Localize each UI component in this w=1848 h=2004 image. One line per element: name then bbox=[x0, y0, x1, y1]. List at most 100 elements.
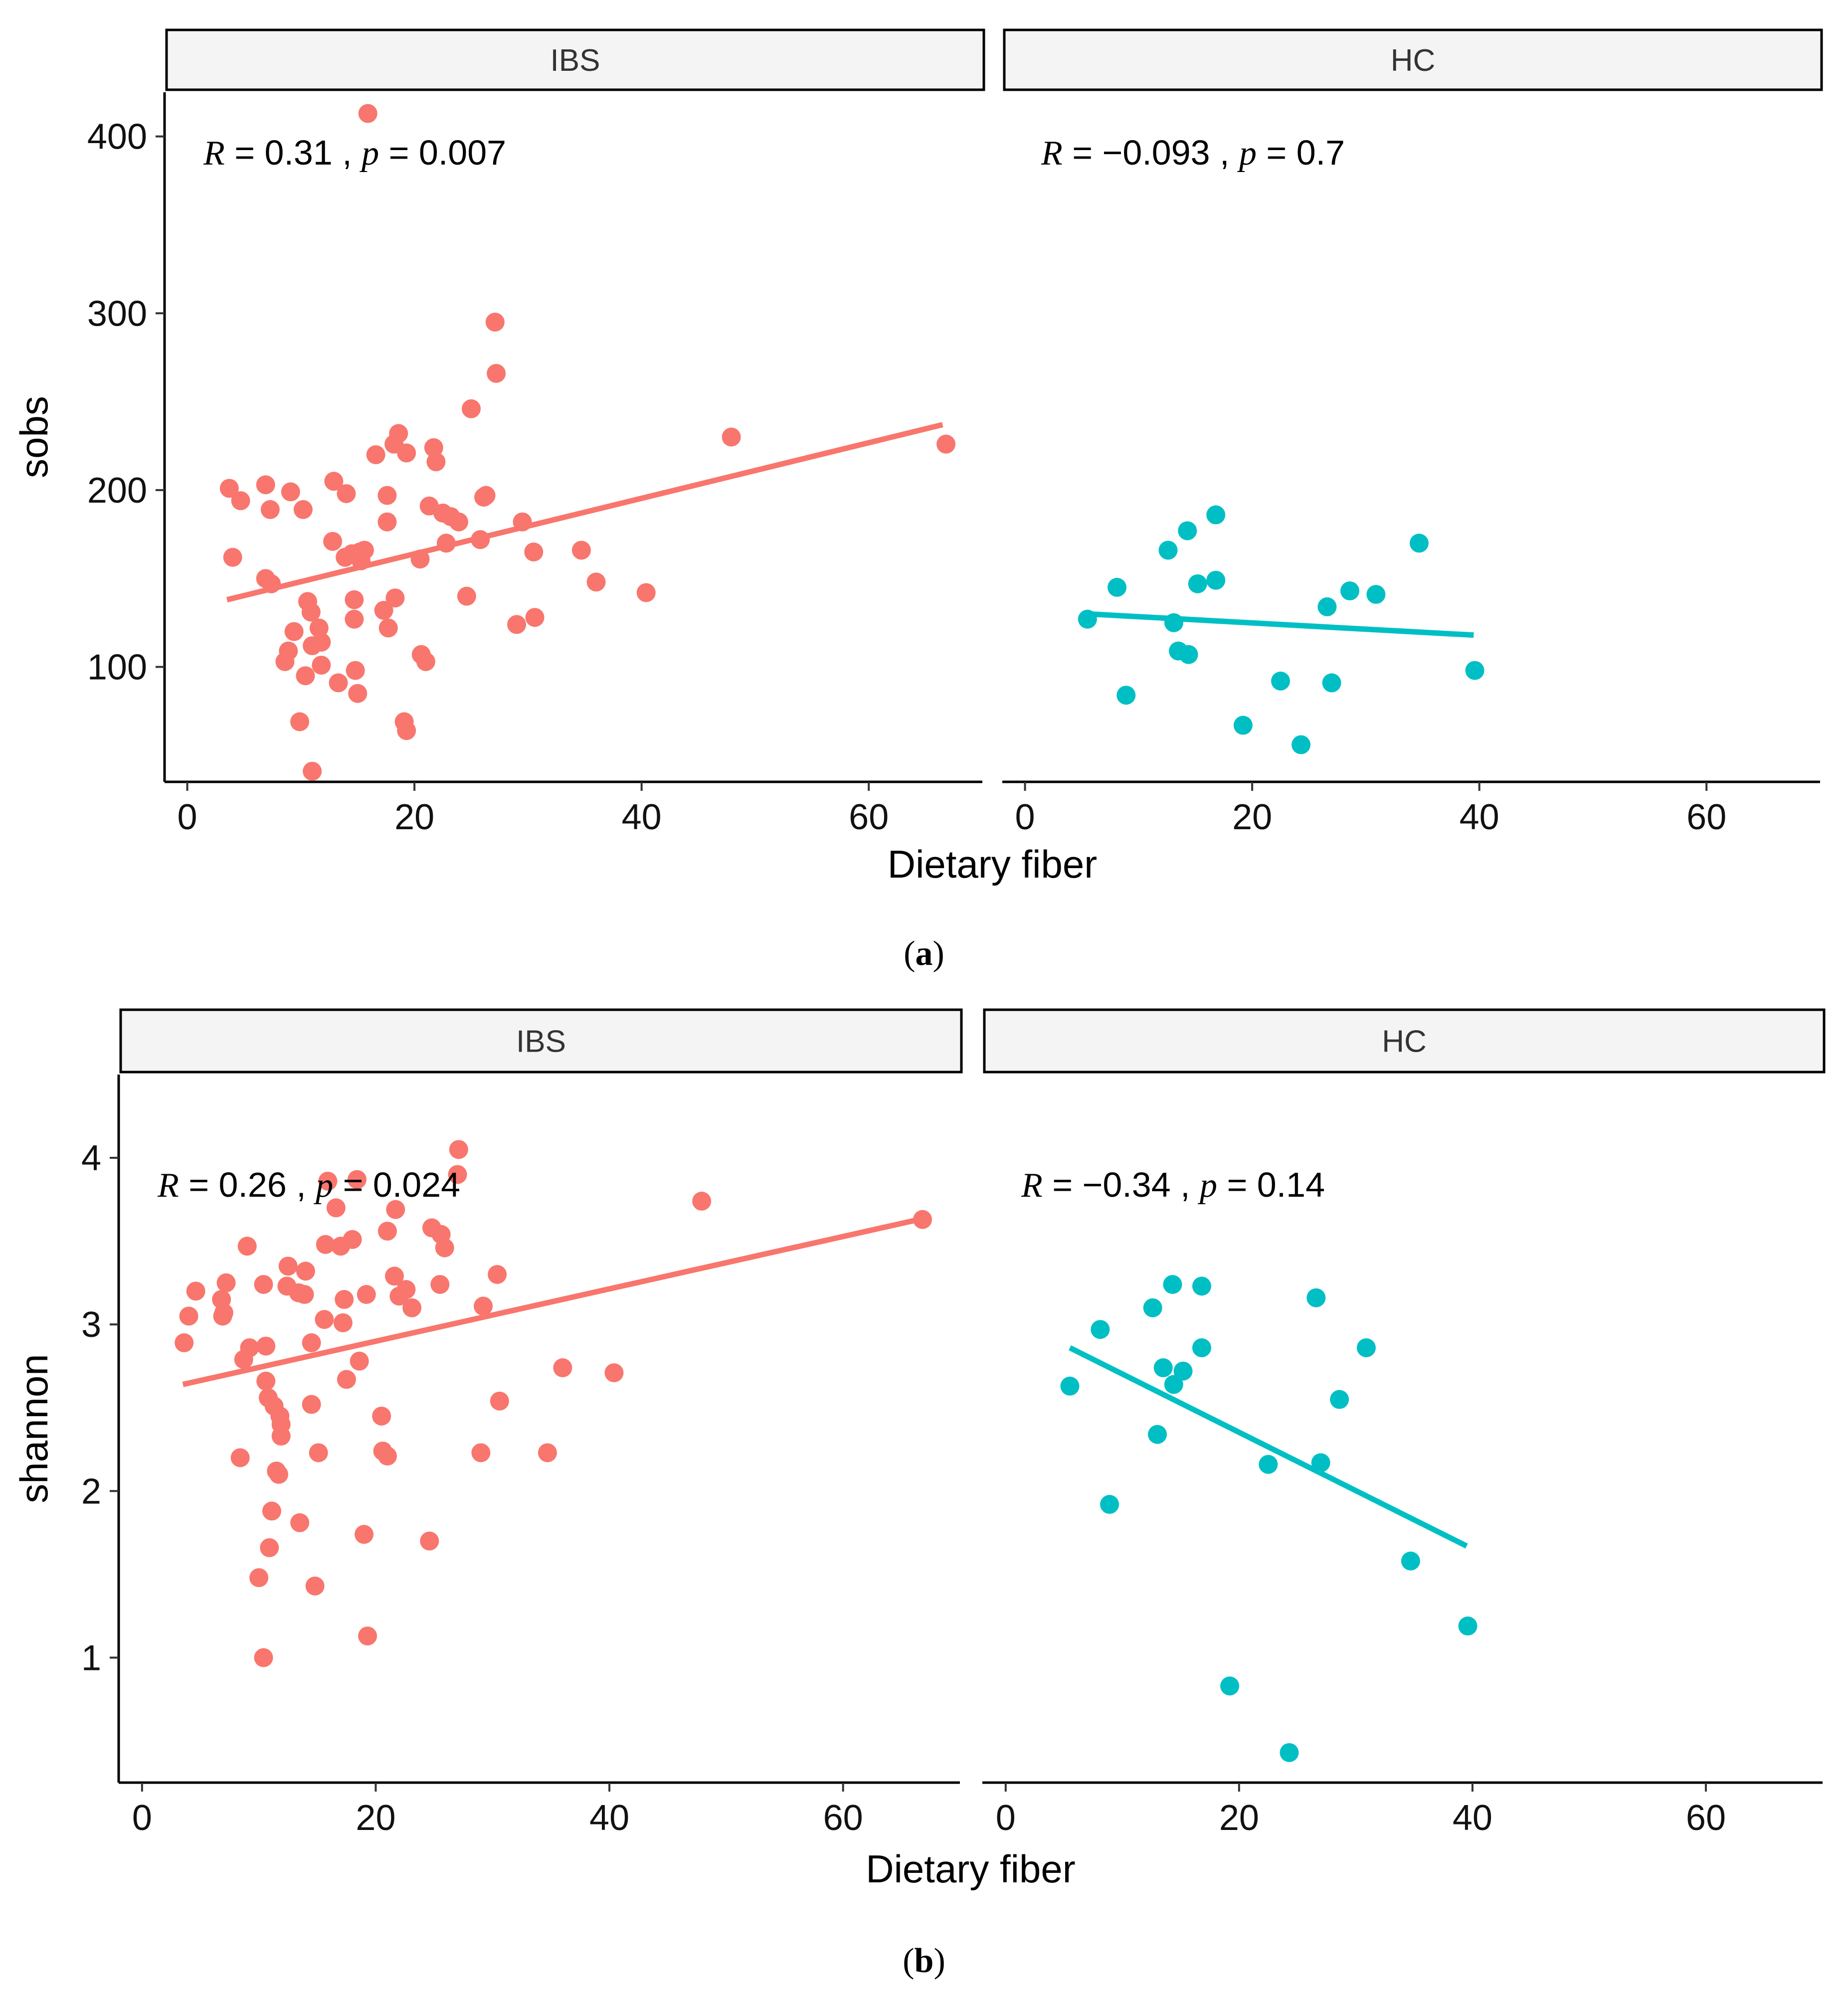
data-point bbox=[333, 1313, 353, 1332]
data-point bbox=[275, 652, 295, 671]
x-tick-label: 0 bbox=[1015, 797, 1035, 837]
data-point bbox=[175, 1333, 194, 1352]
data-point bbox=[374, 601, 393, 620]
facet-strip-label: IBS bbox=[551, 43, 600, 78]
data-point bbox=[262, 1501, 281, 1521]
data-point bbox=[303, 761, 322, 781]
data-point bbox=[296, 666, 315, 686]
data-point bbox=[347, 1170, 367, 1189]
data-point bbox=[315, 1310, 334, 1329]
caption-paren: ) bbox=[933, 1942, 945, 1980]
data-point bbox=[303, 636, 322, 655]
data-point bbox=[386, 1200, 405, 1219]
data-point bbox=[1192, 1338, 1211, 1357]
x-axis-title: Dietary fiber bbox=[866, 1847, 1075, 1891]
data-point bbox=[435, 1238, 454, 1258]
data-point bbox=[256, 1336, 276, 1356]
x-tick-label: 20 bbox=[1232, 797, 1272, 837]
data-point bbox=[223, 547, 242, 567]
data-point bbox=[1206, 570, 1226, 590]
facet-ibs: IBS 0 20 40 60 100 200 300 400 R = 0.31 , p = 0.0… bbox=[87, 28, 985, 837]
data-point bbox=[284, 622, 304, 641]
data-point bbox=[1192, 1276, 1211, 1296]
data-point bbox=[1311, 1453, 1330, 1472]
data-point bbox=[213, 1306, 232, 1326]
panel-caption: (b) bbox=[903, 1942, 945, 1980]
data-point bbox=[358, 1626, 377, 1645]
data-point bbox=[1409, 534, 1429, 553]
data-point bbox=[323, 532, 343, 551]
data-point bbox=[449, 512, 468, 532]
data-point bbox=[293, 500, 313, 519]
data-point bbox=[290, 1513, 310, 1532]
data-point bbox=[249, 1568, 269, 1588]
data-point bbox=[366, 445, 385, 464]
facet-hc: HC 0 20 40 60 R = −0.093 , p = 0.7 bbox=[1002, 28, 1823, 837]
stat-value: = 0.31 , bbox=[225, 133, 362, 172]
data-point bbox=[1163, 1275, 1182, 1294]
data-point bbox=[524, 543, 544, 561]
data-point bbox=[571, 541, 591, 560]
facet-strip-label: HC bbox=[1382, 1025, 1427, 1059]
data-point bbox=[358, 104, 377, 123]
panel-caption: (a) bbox=[904, 934, 944, 973]
data-point bbox=[1158, 541, 1178, 560]
data-point bbox=[1280, 1743, 1299, 1762]
x-tick-label: 60 bbox=[1686, 797, 1726, 837]
data-point bbox=[343, 1230, 362, 1249]
data-point bbox=[234, 1350, 253, 1369]
facet-strip-label: HC bbox=[1391, 43, 1436, 78]
data-point bbox=[296, 1262, 315, 1281]
data-point bbox=[312, 655, 331, 675]
stat-annotation: R = −0.34 , p = 0.14 bbox=[1021, 1165, 1325, 1205]
x-tick-label: 40 bbox=[1460, 797, 1499, 837]
data-point bbox=[278, 1257, 298, 1276]
facet-strip bbox=[983, 1008, 1826, 1074]
regression-line bbox=[1069, 1345, 1468, 1549]
facet-strip bbox=[1003, 28, 1823, 91]
data-point bbox=[1100, 1495, 1119, 1514]
data-point bbox=[281, 482, 300, 502]
data-point bbox=[449, 1140, 468, 1159]
x-tick-label: 0 bbox=[178, 797, 197, 837]
data-point bbox=[260, 1538, 279, 1557]
stat-value: = 0.007 bbox=[379, 133, 506, 172]
stat-annotation: R = 0.26 , p = 0.024 bbox=[157, 1165, 460, 1205]
data-point bbox=[1317, 597, 1337, 616]
y-tick-label: 200 bbox=[87, 471, 147, 511]
data-point bbox=[1164, 1375, 1183, 1394]
data-point bbox=[378, 618, 398, 638]
data-point bbox=[1173, 1361, 1193, 1381]
stat-symbol: R bbox=[1041, 134, 1063, 173]
y-tick-label: 2 bbox=[81, 1471, 101, 1511]
data-point bbox=[416, 652, 435, 671]
data-point bbox=[1220, 1676, 1240, 1696]
data-point bbox=[335, 1290, 354, 1309]
facet-strip bbox=[119, 1008, 963, 1074]
data-point bbox=[256, 1371, 276, 1391]
data-point bbox=[636, 583, 656, 602]
stat-symbol: R bbox=[203, 134, 225, 173]
x-tick-label: 40 bbox=[622, 797, 662, 837]
data-point bbox=[397, 721, 416, 740]
data-point bbox=[586, 572, 606, 592]
data-point bbox=[457, 586, 476, 606]
data-point bbox=[384, 1267, 404, 1286]
stat-value: = −0.34 , bbox=[1043, 1165, 1200, 1204]
facet-strip bbox=[165, 28, 985, 91]
caption-paren: ) bbox=[933, 934, 944, 973]
data-point bbox=[1116, 686, 1136, 705]
y-tick-label: 1 bbox=[81, 1638, 101, 1678]
data-point bbox=[302, 1333, 321, 1352]
data-point bbox=[377, 1447, 397, 1466]
stat-annotation: R = 0.31 , p = 0.007 bbox=[203, 133, 506, 173]
data-point bbox=[692, 1191, 712, 1211]
data-point bbox=[1340, 581, 1359, 601]
data-point bbox=[604, 1363, 624, 1383]
data-point bbox=[295, 1285, 314, 1304]
data-point bbox=[476, 486, 496, 505]
data-point bbox=[553, 1358, 572, 1378]
data-point bbox=[237, 1237, 257, 1256]
data-point bbox=[1356, 1338, 1376, 1357]
data-point bbox=[1060, 1376, 1080, 1396]
